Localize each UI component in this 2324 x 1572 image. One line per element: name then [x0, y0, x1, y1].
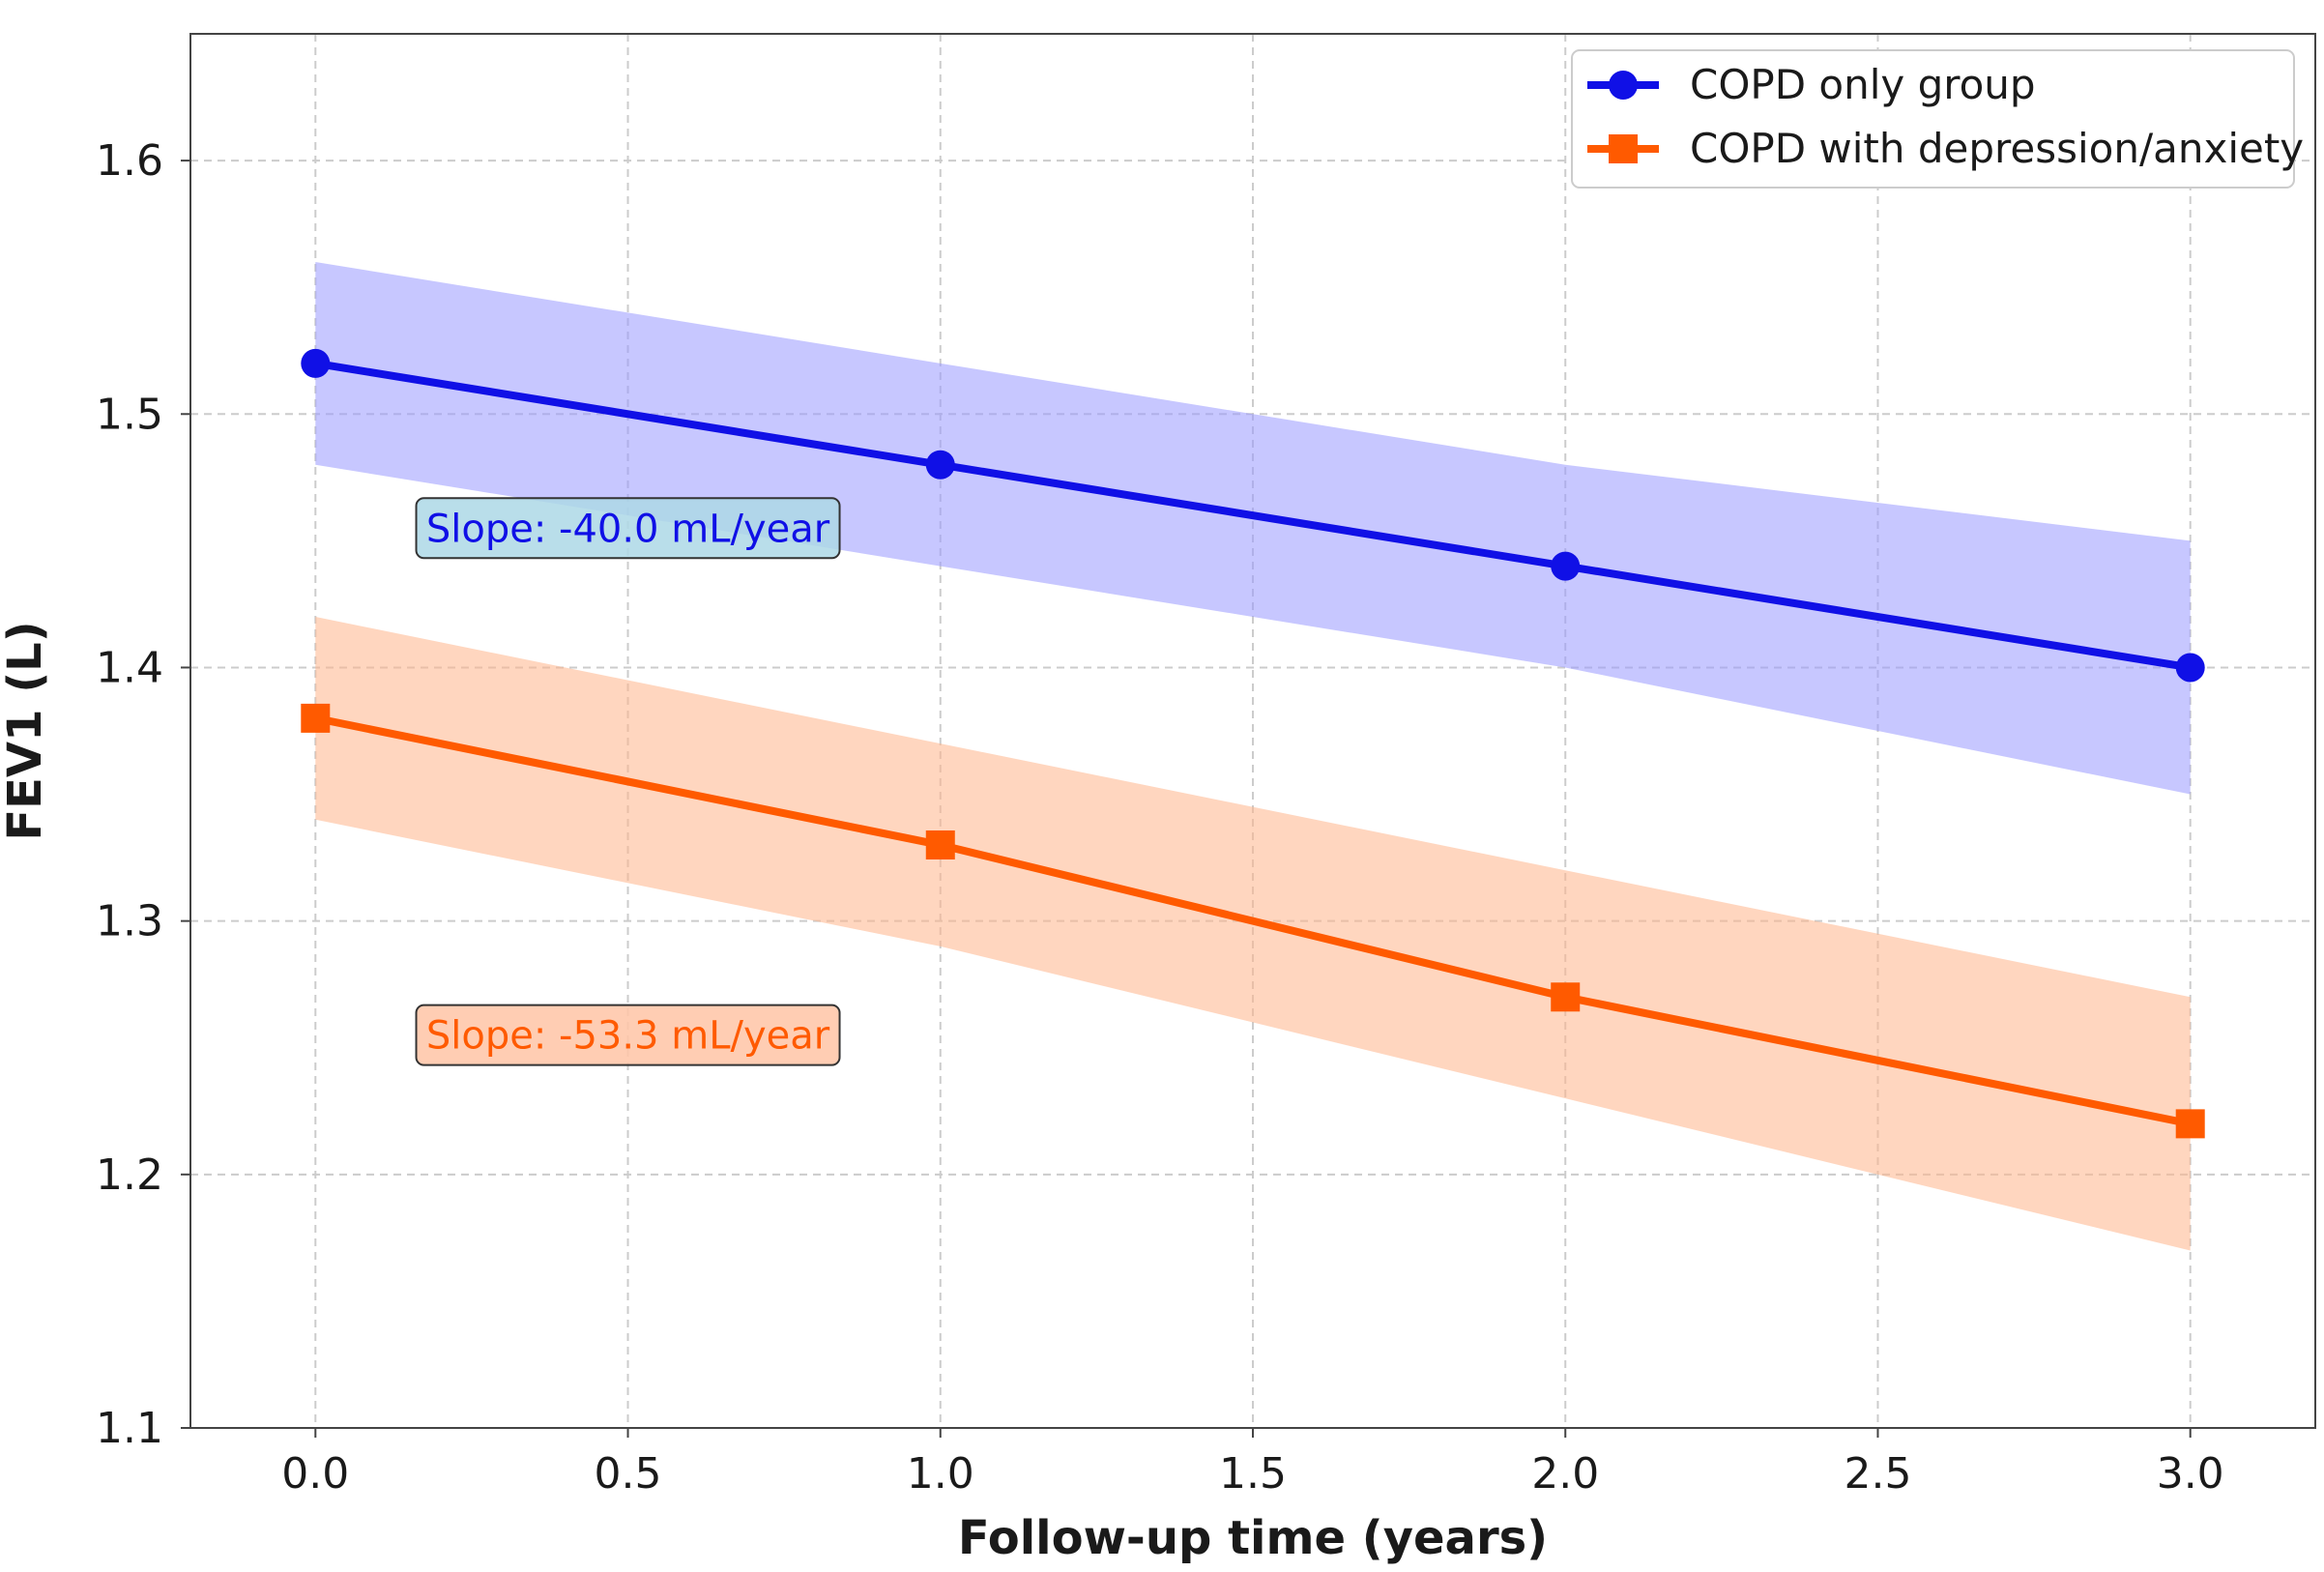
x-tick-label: 1.5: [1219, 1449, 1287, 1499]
series-line-1: [314, 713, 2192, 1128]
annotation-box: [415, 497, 841, 560]
y-tick-label: 1.1: [96, 1404, 163, 1453]
annotation-box: [415, 1004, 841, 1066]
ci-band-0: [315, 261, 2191, 795]
x-axis-title: Follow-up time (years): [958, 1511, 1548, 1565]
slope-annotation: Slope: -53.3 mL/year: [415, 1004, 841, 1066]
legend-label: COPD with depression/anxiety: [1690, 125, 2304, 172]
x-tick-label: 0.5: [595, 1449, 662, 1499]
data-point: [925, 450, 955, 480]
annotation-text: Slope: -40.0 mL/year: [426, 507, 830, 551]
data-point: [2175, 1109, 2205, 1139]
ci-band-layer: [315, 261, 2191, 1251]
legend-box: [1571, 49, 2295, 189]
x-tick-label: 2.0: [1531, 1449, 1599, 1499]
legend-marker: [1609, 71, 1638, 100]
annotation-layer: Slope: -40.0 mL/year Slope: -53.3 mL/year: [415, 497, 841, 1066]
y-tick-label: 1.6: [96, 136, 163, 186]
legend-item: COPD only group: [1587, 61, 2036, 108]
y-axis-title: FEV1 (L): [0, 621, 52, 840]
x-tick-label: 3.0: [2157, 1449, 2224, 1499]
data-point: [1551, 551, 1581, 581]
legend-item: COPD with depression/anxiety: [1587, 125, 2304, 172]
x-tick-label: 0.0: [281, 1449, 349, 1499]
slope-annotation: Slope: -40.0 mL/year: [415, 497, 841, 560]
data-point: [925, 830, 955, 859]
series-layer: [301, 348, 2205, 1139]
series-line-0: [314, 359, 2192, 672]
y-tick-label: 1.4: [96, 643, 163, 692]
ci-band-1: [315, 617, 2191, 1251]
legend-label: COPD only group: [1690, 61, 2036, 108]
tick-layer: 0.0 0.5 1.0 1.5 2.0 2.5 3.0 1.1 1.2 1.3 1.4 1.5 1.6: [96, 136, 2224, 1499]
data-point: [301, 703, 331, 733]
y-tick-label: 1.3: [96, 897, 163, 946]
data-point: [1551, 982, 1581, 1012]
x-tick-label: 1.0: [907, 1449, 974, 1499]
x-tick-label: 2.5: [1844, 1449, 1911, 1499]
legend: COPD only group COPD with depression/anxi…: [1571, 49, 2304, 189]
data-point: [301, 348, 331, 378]
legend-marker: [1609, 134, 1638, 163]
annotation-text: Slope: -53.3 mL/year: [426, 1014, 830, 1059]
data-point: [2175, 653, 2205, 683]
y-tick-label: 1.2: [96, 1150, 163, 1200]
y-tick-label: 1.5: [96, 390, 163, 439]
